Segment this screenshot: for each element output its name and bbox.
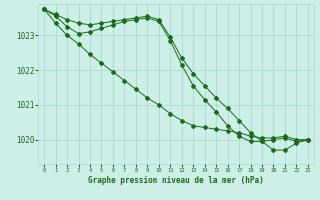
- X-axis label: Graphe pression niveau de la mer (hPa): Graphe pression niveau de la mer (hPa): [88, 176, 264, 185]
